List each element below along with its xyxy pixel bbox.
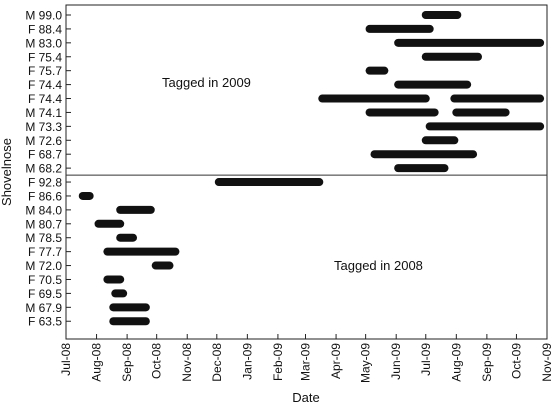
x-tick-label: Oct-08 <box>150 343 164 379</box>
y-tick-label: F 69.5 <box>28 287 62 301</box>
y-tick-label: M 78.5 <box>25 231 62 245</box>
y-tick-label: F 70.5 <box>28 273 62 287</box>
y-axis-label: Shovelnose <box>0 138 14 206</box>
y-tick-label: M 83.0 <box>25 36 62 50</box>
y-tick-label: F 88.4 <box>28 22 62 36</box>
y-tick-label: M 80.7 <box>25 217 62 231</box>
y-tick-label: M 67.9 <box>25 301 62 315</box>
x-tick-label: Oct-09 <box>509 343 523 379</box>
y-tick-label: F 75.4 <box>28 50 62 64</box>
y-tick-labels: M 99.0F 88.4M 83.0F 75.4F 75.7F 74.4F 74… <box>25 9 62 329</box>
x-tick-label: Dec-08 <box>210 343 224 382</box>
y-tick-label: M 72.0 <box>25 259 62 273</box>
y-tick-label: F 74.4 <box>28 92 62 106</box>
y-tick-label: M 84.0 <box>25 203 62 217</box>
plot-frame <box>65 4 548 340</box>
x-tick-label: Nov-09 <box>540 343 552 382</box>
x-tick-label: Jul-09 <box>419 343 433 376</box>
y-tick-label: F 92.8 <box>28 176 62 190</box>
y-tick-label: F 74.4 <box>28 78 62 92</box>
y-tick-label: F 86.6 <box>28 189 62 203</box>
x-tick-label: Sep-08 <box>120 343 134 382</box>
x-tick-label: Mar-09 <box>299 343 313 381</box>
y-tick-label: M 74.1 <box>25 106 62 120</box>
annotation-2009: Tagged in 2009 <box>162 75 251 90</box>
y-tick-label: F 75.7 <box>28 64 62 78</box>
x-tick-label: Nov-08 <box>180 343 194 382</box>
y-tick-label: M 73.3 <box>25 120 62 134</box>
y-tick-label: F 68.7 <box>28 148 62 162</box>
presence-bars <box>78 11 545 326</box>
x-axis-ticks <box>65 14 548 339</box>
annotation-2008: Tagged in 2008 <box>334 258 423 273</box>
y-tick-label: M 68.2 <box>25 162 62 176</box>
y-tick-label: F 77.7 <box>28 245 62 259</box>
x-tick-label: Apr-09 <box>329 343 343 379</box>
y-tick-label: F 63.5 <box>28 315 62 329</box>
x-tick-labels: Jul-08 Aug-08 Sep-08 Oct-08 Nov-08 Dec-08 Jan-… <box>59 343 552 383</box>
y-tick-label: M 99.0 <box>25 9 62 23</box>
x-tick-label: Jul-08 <box>59 343 73 376</box>
x-tick-label: Feb-09 <box>271 343 285 381</box>
x-tick-label: Jan-09 <box>240 343 254 380</box>
x-tick-label: Aug-08 <box>90 343 104 382</box>
x-tick-label: Sep-09 <box>480 343 494 382</box>
x-axis-label: Date <box>292 390 319 404</box>
y-tick-label: M 72.6 <box>25 134 62 148</box>
x-tick-label: May-09 <box>359 343 373 383</box>
x-tick-label: Aug-09 <box>449 343 463 382</box>
x-tick-label: Jun-09 <box>389 343 403 380</box>
